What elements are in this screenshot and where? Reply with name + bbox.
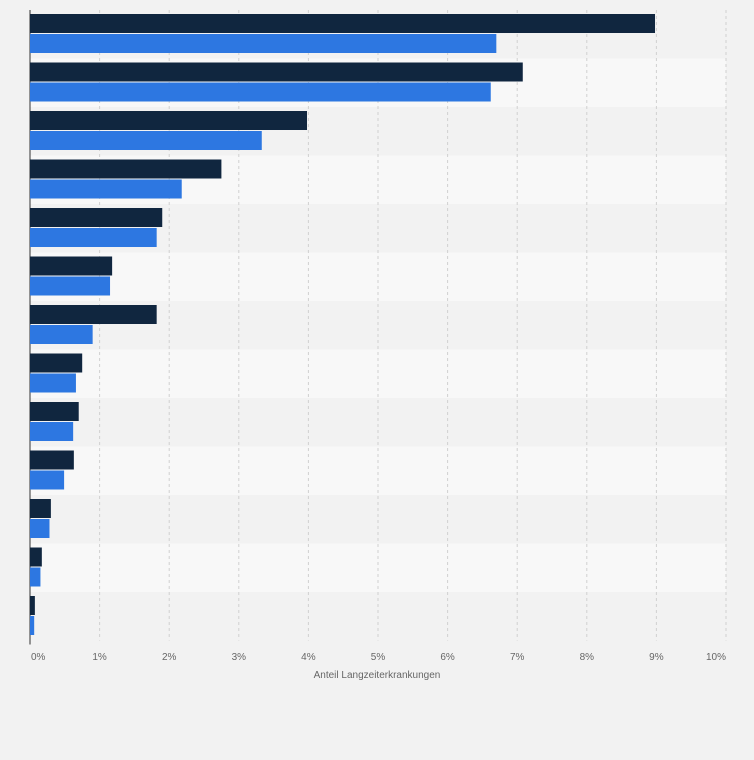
bar-series-1: [30, 208, 163, 227]
bar-series-1: [30, 62, 523, 82]
x-tick-label: 7%: [510, 652, 525, 663]
bar-series-1: [30, 256, 113, 276]
bar-series-1: [30, 159, 222, 179]
bar-series-2: [30, 422, 74, 441]
bar-series-2: [30, 179, 182, 199]
bar-series-1: [30, 14, 656, 33]
bar-series-2: [30, 131, 262, 150]
x-tick-label: 6%: [440, 652, 455, 663]
bar-series-2: [30, 567, 41, 587]
x-tick-label: 3%: [232, 652, 247, 663]
bar-series-2: [30, 616, 35, 635]
bar-series-1: [30, 402, 79, 421]
bar-series-2: [30, 276, 111, 296]
bar-series-1: [30, 596, 35, 615]
x-tick-label: 5%: [371, 652, 386, 663]
x-axis-title: Anteil Langzeiterkrankungen: [314, 670, 441, 681]
bar-series-1: [30, 450, 74, 470]
x-tick-label: 8%: [580, 652, 595, 663]
x-tick-label: 1%: [92, 652, 107, 663]
x-tick-label: 0%: [31, 652, 46, 663]
bars: [30, 14, 656, 635]
x-tick-label: 9%: [649, 652, 664, 663]
bar-series-1: [30, 111, 308, 130]
bar-series-2: [30, 470, 65, 490]
bar-series-2: [30, 228, 157, 247]
x-tick-label: 2%: [162, 652, 177, 663]
x-tick-labels: 0% 1% 2% 3% 4% 5% 6% 7% 8% 9% 10%: [31, 652, 726, 663]
bar-series-1: [30, 499, 51, 518]
row-band: [30, 398, 726, 447]
bar-series-2: [30, 325, 93, 344]
bar-series-2: [30, 82, 491, 102]
bar-series-1: [30, 353, 83, 373]
bar-series-2: [30, 373, 76, 393]
bar-series-1: [30, 547, 42, 567]
bar-series-2: [30, 34, 497, 53]
x-tick-label: 10%: [706, 652, 726, 663]
x-tick-label: 4%: [301, 652, 316, 663]
row-band: [30, 446, 726, 495]
bar-series-2: [30, 519, 50, 538]
bar-series-1: [30, 305, 157, 324]
